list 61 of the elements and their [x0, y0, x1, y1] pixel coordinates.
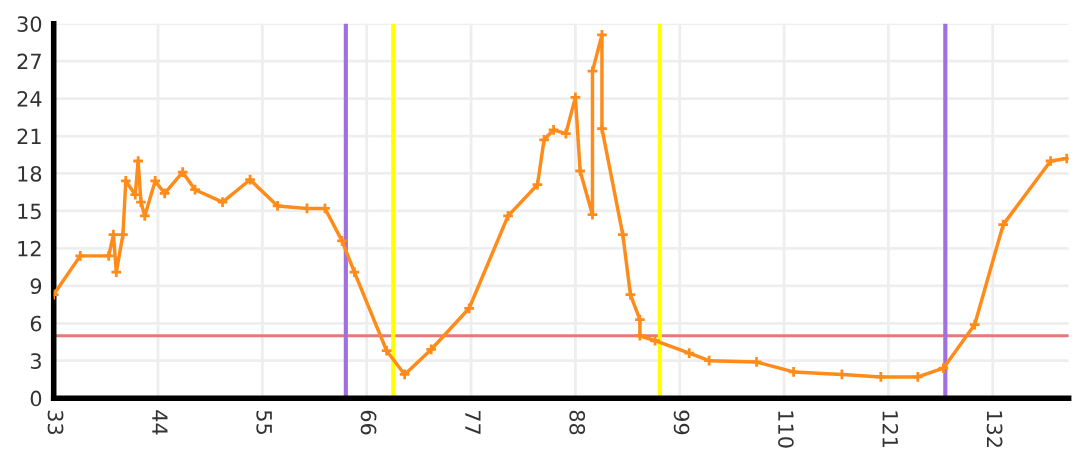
point	[188, 183, 202, 196]
x-tick-label: 132	[986, 411, 1003, 447]
point	[216, 195, 229, 209]
y-tick-label: 18	[18, 165, 42, 182]
point	[648, 334, 662, 347]
y-tick-label: 3	[30, 353, 41, 369]
point	[462, 302, 476, 315]
y-tick-label: 9	[30, 278, 42, 295]
point	[996, 218, 1010, 231]
point	[116, 228, 130, 241]
point	[243, 173, 257, 186]
x-tick-label: 77	[465, 410, 481, 434]
y-tick-label: 21	[17, 128, 41, 144]
y-tick-label: 27	[17, 53, 41, 70]
point	[573, 164, 587, 178]
point	[633, 313, 647, 326]
x-tick-label: 88	[569, 410, 586, 435]
point	[102, 249, 115, 263]
point	[271, 199, 284, 213]
point	[911, 370, 925, 384]
point	[874, 370, 888, 384]
x-tick-label: 121	[882, 411, 899, 448]
point	[176, 165, 189, 179]
point	[335, 234, 349, 248]
point	[559, 127, 573, 140]
point	[624, 288, 637, 301]
x-tick-label: 44	[152, 410, 168, 435]
point	[616, 228, 630, 241]
point	[148, 174, 162, 188]
point	[750, 355, 763, 369]
point	[547, 123, 560, 137]
x-tick-label: 66	[360, 410, 377, 435]
y-tick-label: 24	[17, 91, 42, 107]
point	[537, 133, 551, 147]
point	[158, 187, 171, 200]
point	[1044, 154, 1057, 168]
point	[937, 361, 950, 375]
point	[595, 28, 609, 42]
point	[787, 365, 800, 379]
point	[968, 318, 981, 331]
y-tick-label: 6	[30, 315, 42, 332]
x-tick-label: 99	[673, 410, 690, 435]
point	[134, 195, 148, 209]
y-tick-label: 12	[18, 240, 41, 257]
x-tick-label: 55	[256, 410, 272, 434]
point	[380, 344, 393, 357]
x-tick-label: 33	[47, 410, 64, 435]
point	[531, 178, 544, 191]
point	[682, 346, 696, 360]
y-tick-label: 15	[18, 203, 41, 220]
point	[424, 343, 438, 356]
y-tick-label: 30	[17, 16, 42, 32]
x-tick-label: 110	[778, 411, 794, 448]
point	[74, 249, 87, 263]
point	[702, 354, 716, 367]
point	[595, 122, 609, 135]
point	[348, 265, 361, 279]
y-tick-label: 0	[30, 390, 42, 407]
point	[398, 368, 411, 381]
point	[633, 329, 647, 342]
point	[501, 209, 515, 223]
